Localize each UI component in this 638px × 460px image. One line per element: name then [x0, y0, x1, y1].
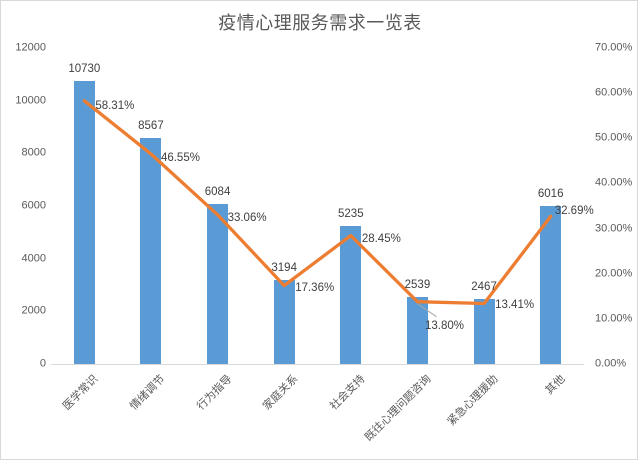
y2-axis-tick-label: 30.00%: [595, 222, 633, 235]
y-axis-tick-label: 2000: [21, 304, 46, 317]
y2-axis-tick-label: 10.00%: [595, 312, 633, 325]
y2-axis-tick-label: 70.00%: [595, 41, 633, 54]
label-leader-line: [417, 303, 437, 318]
bar: [73, 81, 95, 364]
line-point-label: 17.36%: [295, 281, 335, 294]
bar-value-label: 5235: [338, 208, 364, 221]
line-point-label: 46.55%: [160, 151, 200, 164]
bar: [406, 297, 428, 364]
y-axis-tick-label: 6000: [21, 199, 46, 212]
line-point-label: 58.31%: [95, 99, 135, 112]
line-point-label: 33.06%: [227, 211, 267, 224]
bar-value-label: 3194: [271, 261, 297, 274]
bar: [273, 279, 295, 364]
bar: [207, 203, 229, 364]
line-point-label: 28.45%: [361, 232, 401, 245]
bar: [140, 138, 162, 364]
bar-value-label: 6084: [204, 185, 231, 198]
y-axis-tick-label: 12000: [15, 41, 46, 54]
bar-value-label: 2467: [471, 281, 497, 294]
x-axis-line: [51, 364, 584, 365]
y-axis-tick-label: 4000: [21, 252, 46, 265]
chart-title: 疫情心理服务需求一览表: [218, 13, 422, 33]
line-point-label: 32.69%: [554, 205, 594, 218]
bar: [340, 226, 362, 364]
bar-value-label: 10730: [68, 63, 101, 76]
line-point-label: 13.80%: [425, 320, 465, 332]
y2-axis-tick-label: 50.00%: [595, 131, 633, 144]
y2-axis-tick-label: 0.00%: [595, 357, 627, 370]
y2-axis-tick-label: 20.00%: [595, 267, 633, 280]
bar-value-label: 8567: [138, 120, 164, 133]
bar: [473, 299, 495, 364]
y2-axis-tick-label: 60.00%: [595, 86, 633, 99]
y-axis-tick-label: 8000: [21, 146, 46, 159]
y-axis-tick-label: 0: [39, 357, 46, 370]
y-axis-tick-label: 10000: [15, 94, 46, 107]
bar-value-label: 6016: [537, 187, 564, 200]
y2-axis-tick-label: 40.00%: [595, 176, 633, 189]
line-series: [82, 99, 553, 306]
line-point-label: 13.41%: [495, 299, 535, 312]
bar: [540, 205, 562, 364]
bar-value-label: 2539: [404, 279, 431, 292]
